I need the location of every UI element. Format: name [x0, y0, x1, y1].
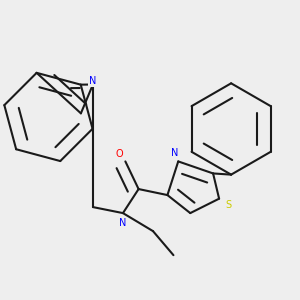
- Text: O: O: [116, 149, 123, 159]
- Text: S: S: [226, 200, 232, 210]
- Text: N: N: [89, 76, 96, 86]
- Text: N: N: [119, 218, 127, 228]
- Text: N: N: [171, 148, 178, 158]
